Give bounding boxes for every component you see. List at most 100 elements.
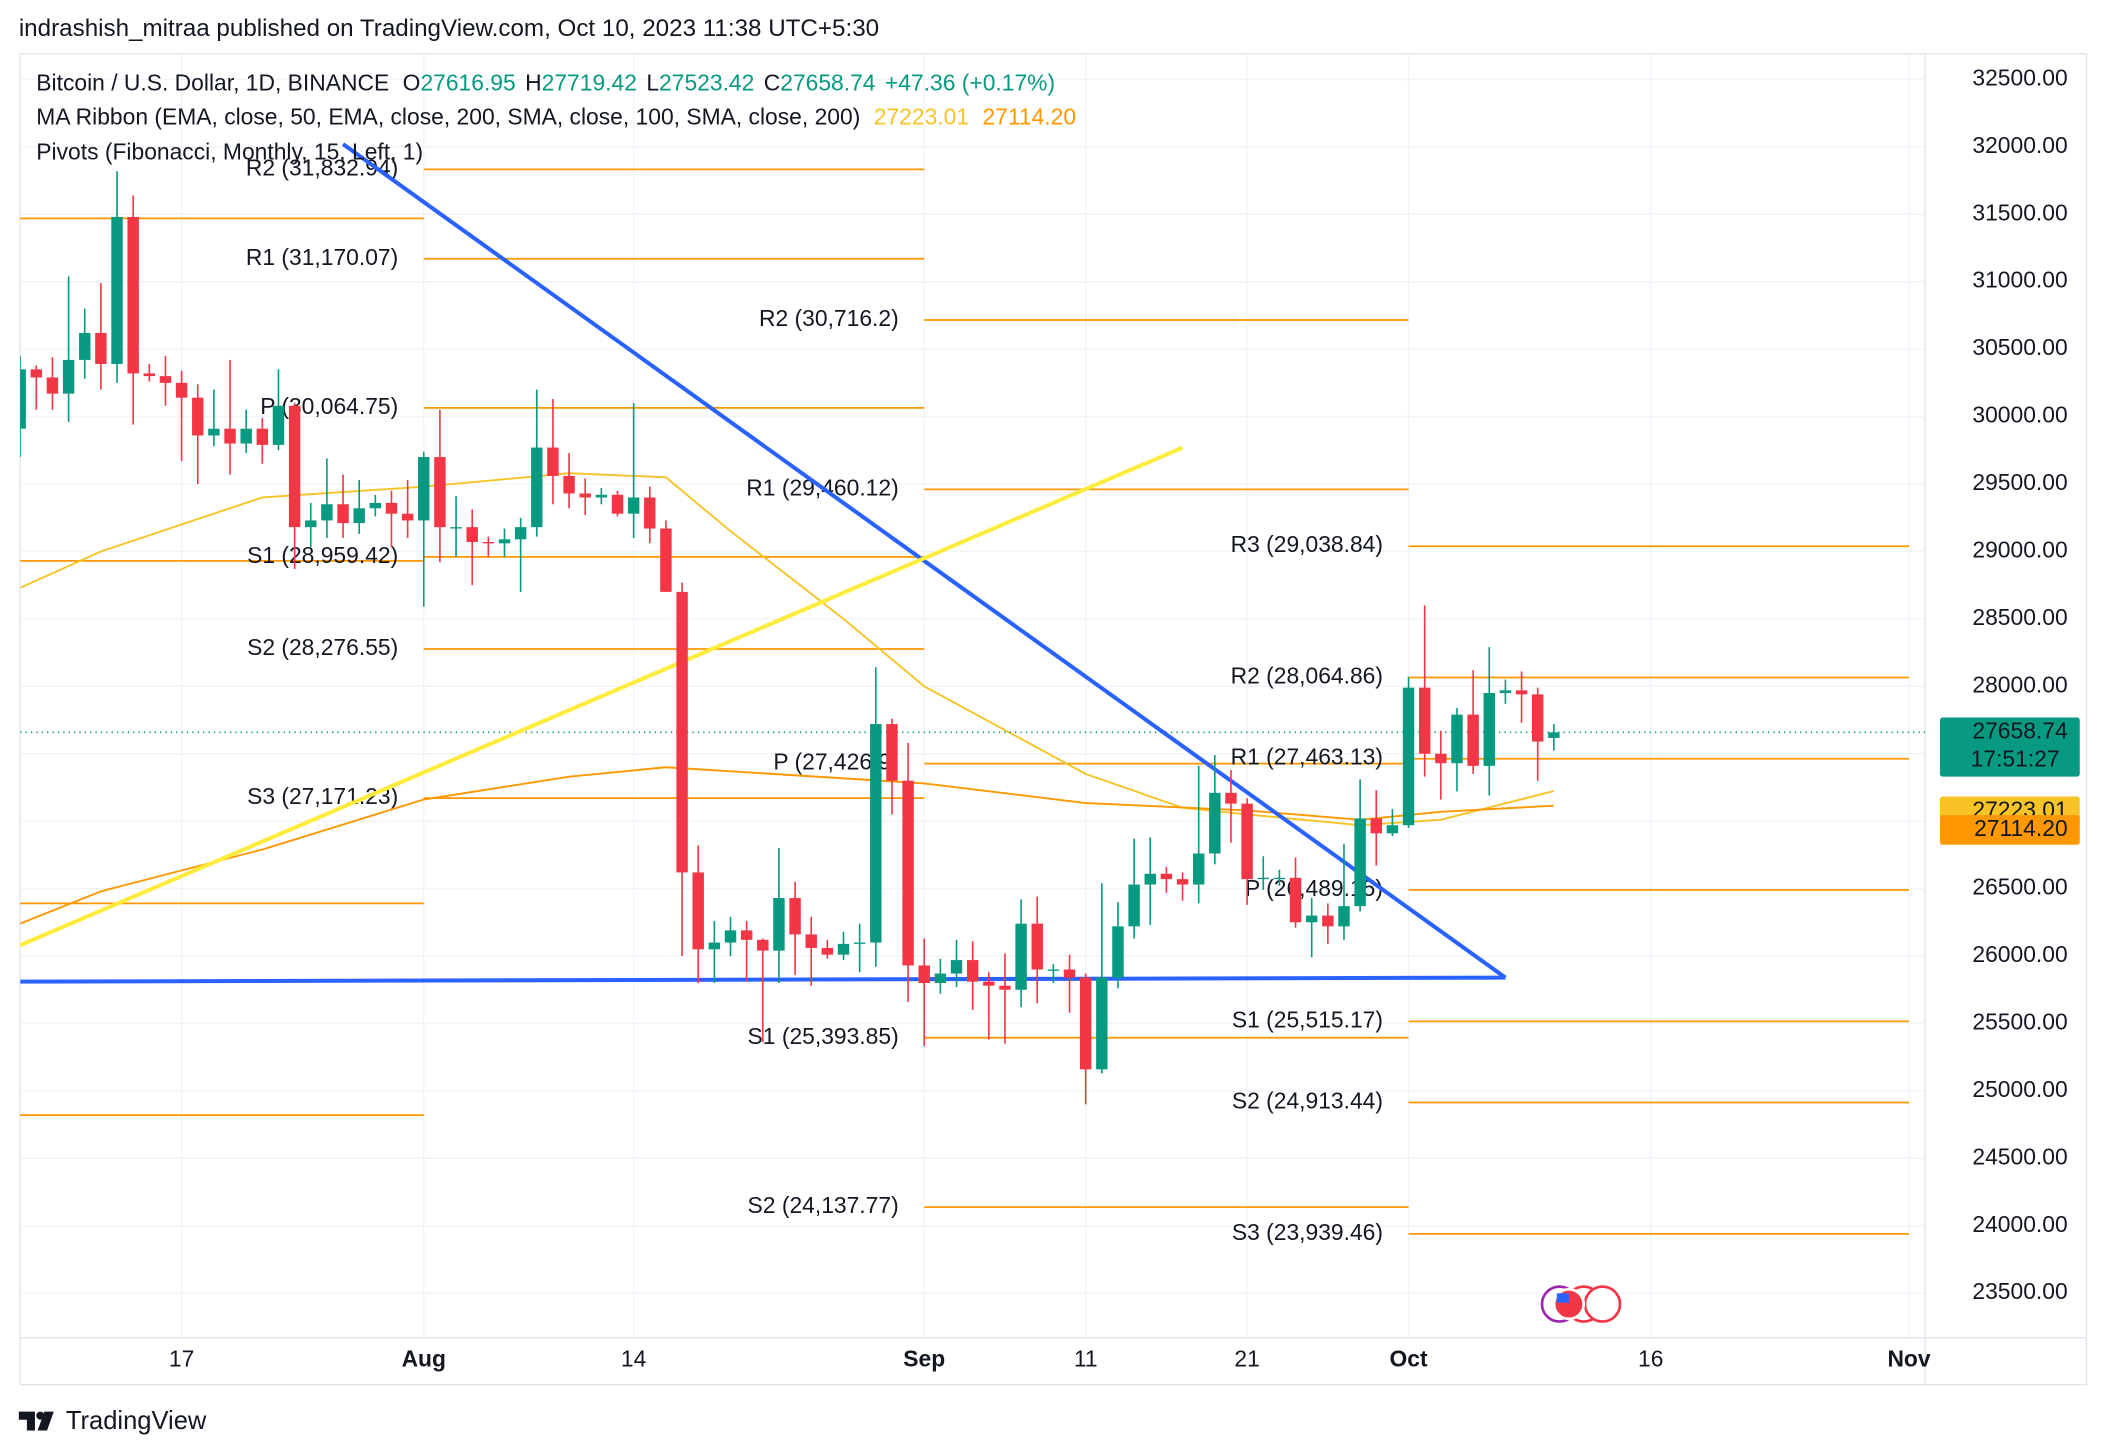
y-tick-label: 31500.00 [1972,199,2067,225]
brand: TradingView [66,1407,207,1435]
y-tick-label: 23500.00 [1972,1278,2067,1304]
candle-body [62,359,75,394]
pivot-label: S2 (24,137.77) [748,1192,899,1218]
candle-body [401,513,414,521]
candle-body [676,591,688,873]
candle-body [579,493,591,498]
chart-frame [19,53,2088,1386]
candle-body [1435,753,1447,764]
byline: indrashish_mitraa published on TradingVi… [19,15,879,42]
symbol: Bitcoin / U.S. Dollar, 1D, BINANCE [36,70,389,96]
candle-body [1241,803,1253,880]
x-tick-label: 17 [169,1346,194,1372]
candle-body [159,376,172,383]
candle-body [1418,687,1431,754]
candle-body [369,502,382,509]
legend-line-3: Pivots (Fibonacci, Monthly, 15, Left, 1) [36,138,423,164]
candle-body [143,373,156,377]
pivot-label: S1 (25,393.85) [748,1023,899,1049]
candle-body [627,497,640,514]
y-tick-label: 31000.00 [1972,267,2067,293]
candle-body [1144,873,1156,885]
candle-body [466,527,478,542]
candle-body [966,960,979,982]
candle-body [773,898,785,951]
candle-body [498,539,511,544]
price-label: 27658.74 [1972,717,2068,743]
x-tick-label: Sep [903,1346,945,1372]
x-tick-label: Nov [1887,1346,1930,1372]
y-tick-label: 25500.00 [1972,1008,2067,1034]
o-key: O [403,70,421,96]
candle-body [20,369,26,429]
logo [18,1411,54,1431]
ma-value: 27223.01 [874,103,969,129]
pivot-label: S1 (28,959.42) [247,542,398,568]
y-tick-label: 30000.00 [1972,402,2067,428]
y-tick-label: 29000.00 [1972,536,2067,562]
candle-body [1209,792,1221,854]
candle-body [305,520,317,528]
candle-body [208,428,220,436]
candle-body [999,985,1011,990]
pivot-label: R1 (31,170.07) [246,244,398,270]
pivot-label: R2 (30,716.2) [759,305,899,331]
candle-body [724,930,737,943]
legend-line-1: Bitcoin / U.S. Dollar, 1D, BINANCE O27616… [36,70,1055,96]
candle-body [1273,877,1286,880]
pivot-label: S3 (27,171.23) [247,783,398,809]
candle-body [1160,873,1173,880]
flag-canton [1556,1293,1569,1303]
candle-body [1225,792,1237,804]
plot: R2 (31,832.94)R1 (31,170.07)P (30,064.75… [20,142,1926,1245]
candle-body [240,428,252,444]
price-label-box [1939,717,2080,777]
candle-body [902,780,914,966]
candle-body [886,724,898,781]
candle-body [837,943,850,955]
candle-body [482,541,495,544]
pivot-label: S2 (24,913.44) [1232,1088,1383,1114]
candle-body [111,216,123,364]
candle-body [272,405,285,445]
candle-body [595,494,608,498]
candle-body [789,898,801,935]
price-label-box [1939,815,2080,845]
moving-average [20,472,1555,827]
candle-body [95,332,107,364]
candle-body [1370,818,1382,834]
candle-body [1128,884,1140,927]
change: +47.36 (+0.17%) [885,70,1055,96]
x-tick-label: Aug [402,1346,446,1372]
candle-body [1338,906,1350,927]
candle-body [1402,687,1415,826]
candle-body [1112,926,1124,978]
pivot-label: S2 (28,276.55) [247,634,398,660]
candle-body [1289,877,1302,923]
candle-body [418,457,430,521]
x-tick-label: Oct [1390,1346,1428,1372]
trend-line [20,445,1184,948]
candle-body [708,942,721,950]
candle-body [983,981,995,986]
candle-body [46,377,59,394]
c-key: C [764,70,781,96]
candle-body [1483,693,1495,766]
candle-body [1176,879,1189,885]
ma-title: MA Ribbon (EMA, close, 50, EMA, close, 2… [36,103,860,129]
y-tick-label: 28000.00 [1972,671,2067,697]
x-tick-label: 11 [1074,1346,1098,1372]
price-label: 27114.20 [1974,815,2068,841]
candle-body [692,872,704,950]
candle-body [192,397,204,436]
trend-line [341,142,1507,980]
o-value: 27616.95 [420,70,515,96]
y-tick-label: 26500.00 [1972,874,2067,900]
candle-body [1047,969,1060,971]
pivot-label: R3 (29,038.84) [1231,531,1383,557]
y-tick-label: 26000.00 [1972,941,2067,967]
y-tick-label: 32000.00 [1972,132,2067,158]
candle-body [950,960,963,974]
